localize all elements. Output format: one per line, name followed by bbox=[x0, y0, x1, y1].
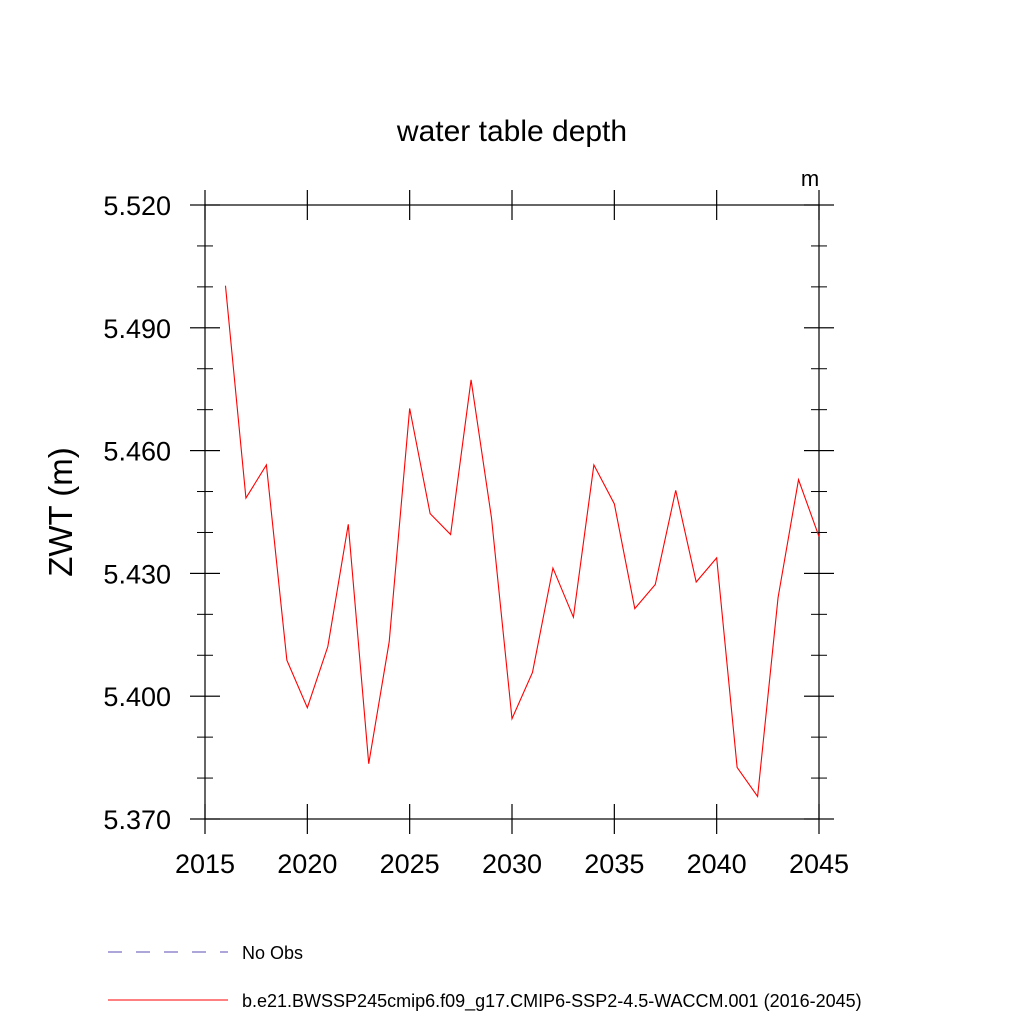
data-point bbox=[491, 518, 492, 519]
data-point bbox=[593, 464, 594, 465]
data-point bbox=[368, 763, 369, 764]
data-point bbox=[470, 379, 471, 380]
data-point bbox=[552, 567, 553, 568]
series-layer bbox=[224, 285, 820, 799]
x-tick-label: 2040 bbox=[687, 849, 747, 879]
y-axis-label: ZWT (m) bbox=[42, 447, 79, 577]
y-axis: 5.370 5.400 5.430 5.460 5.490 5.520 bbox=[103, 191, 834, 835]
data-point bbox=[348, 524, 349, 525]
x-tick-label: 2020 bbox=[277, 849, 337, 879]
legend-label: No Obs bbox=[242, 943, 303, 963]
data-point bbox=[696, 581, 697, 582]
data-point bbox=[573, 617, 574, 618]
x-tick-label: 2030 bbox=[482, 849, 542, 879]
y-tick-label: 5.370 bbox=[103, 805, 171, 835]
data-point bbox=[818, 536, 819, 537]
x-tick-label: 2025 bbox=[380, 849, 440, 879]
x-tick-label: 2035 bbox=[584, 849, 644, 879]
data-point bbox=[225, 285, 226, 286]
data-point bbox=[307, 707, 308, 708]
data-point bbox=[286, 660, 287, 661]
chart-title: water table depth bbox=[396, 115, 627, 148]
x-tick-label: 2045 bbox=[789, 849, 849, 879]
legend-label: b.e21.BWSSP245cmip6.f09_g17.CMIP6-SSP2-4… bbox=[242, 991, 862, 1012]
x-tick-label: 2015 bbox=[175, 849, 235, 879]
data-point bbox=[389, 641, 390, 642]
plot-frame bbox=[204, 204, 820, 820]
units-label: m bbox=[801, 166, 819, 191]
data-point bbox=[450, 534, 451, 535]
data-point bbox=[409, 408, 410, 409]
data-point bbox=[716, 557, 717, 558]
data-point bbox=[532, 672, 533, 673]
data-point bbox=[675, 490, 676, 491]
y-tick-label: 5.460 bbox=[103, 437, 171, 467]
data-point bbox=[266, 464, 267, 465]
data-point bbox=[655, 584, 656, 585]
data-point bbox=[798, 479, 799, 480]
data-point bbox=[245, 497, 246, 498]
data-point bbox=[737, 767, 738, 768]
y-tick-label: 5.430 bbox=[103, 559, 171, 589]
y-tick-label: 5.490 bbox=[103, 314, 171, 344]
data-point bbox=[634, 608, 635, 609]
data-point bbox=[511, 718, 512, 719]
data-point bbox=[327, 646, 328, 647]
data-point bbox=[777, 597, 778, 598]
legend: No Obs b.e21.BWSSP245cmip6.f09_g17.CMIP6-… bbox=[108, 943, 862, 1012]
y-tick-label: 5.520 bbox=[103, 191, 171, 221]
data-point bbox=[757, 796, 758, 797]
series-line bbox=[224, 285, 820, 799]
y-tick-label: 5.400 bbox=[103, 682, 171, 712]
data-point bbox=[430, 513, 431, 514]
x-axis: 2015 2020 2025 2030 2035 2040 2045 bbox=[175, 190, 849, 879]
data-point bbox=[614, 503, 615, 504]
